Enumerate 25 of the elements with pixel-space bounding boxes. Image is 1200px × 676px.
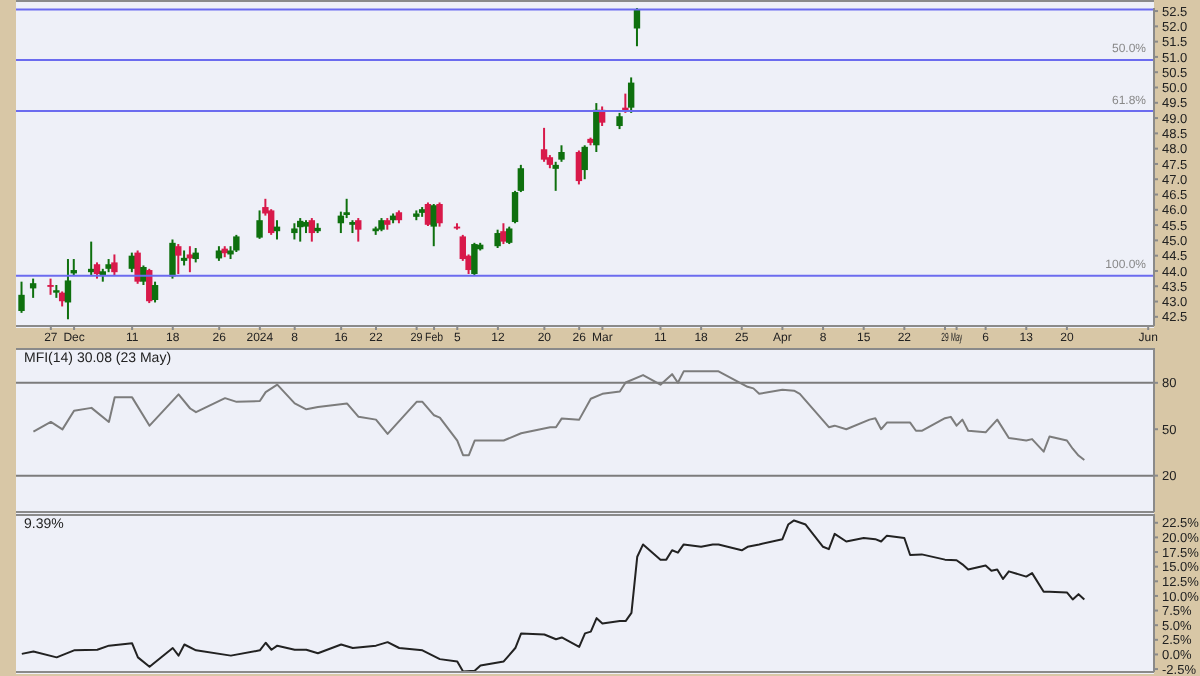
candlestick <box>436 201 443 228</box>
candlestick <box>627 76 635 114</box>
candlestick <box>552 160 559 192</box>
candlestick <box>355 217 362 243</box>
candlestick <box>308 217 316 243</box>
line-series <box>20 519 1086 672</box>
candlestick <box>540 126 548 163</box>
candlestick <box>134 249 141 285</box>
candlestick <box>64 258 72 321</box>
candlestick <box>175 243 182 276</box>
candlestick <box>575 149 583 186</box>
candlestick <box>111 253 118 277</box>
candlestick <box>471 241 478 277</box>
candlestick <box>18 280 25 314</box>
candlestick <box>256 209 263 240</box>
candlestick <box>151 280 159 304</box>
candlestick <box>29 277 37 299</box>
candlestick <box>169 238 176 280</box>
candlestick <box>517 163 525 194</box>
candlestick <box>494 228 501 250</box>
candlestick <box>500 222 507 246</box>
candlestick <box>511 189 519 225</box>
candlestick <box>424 201 432 228</box>
candlestick <box>593 102 600 154</box>
candlestick <box>581 144 588 181</box>
